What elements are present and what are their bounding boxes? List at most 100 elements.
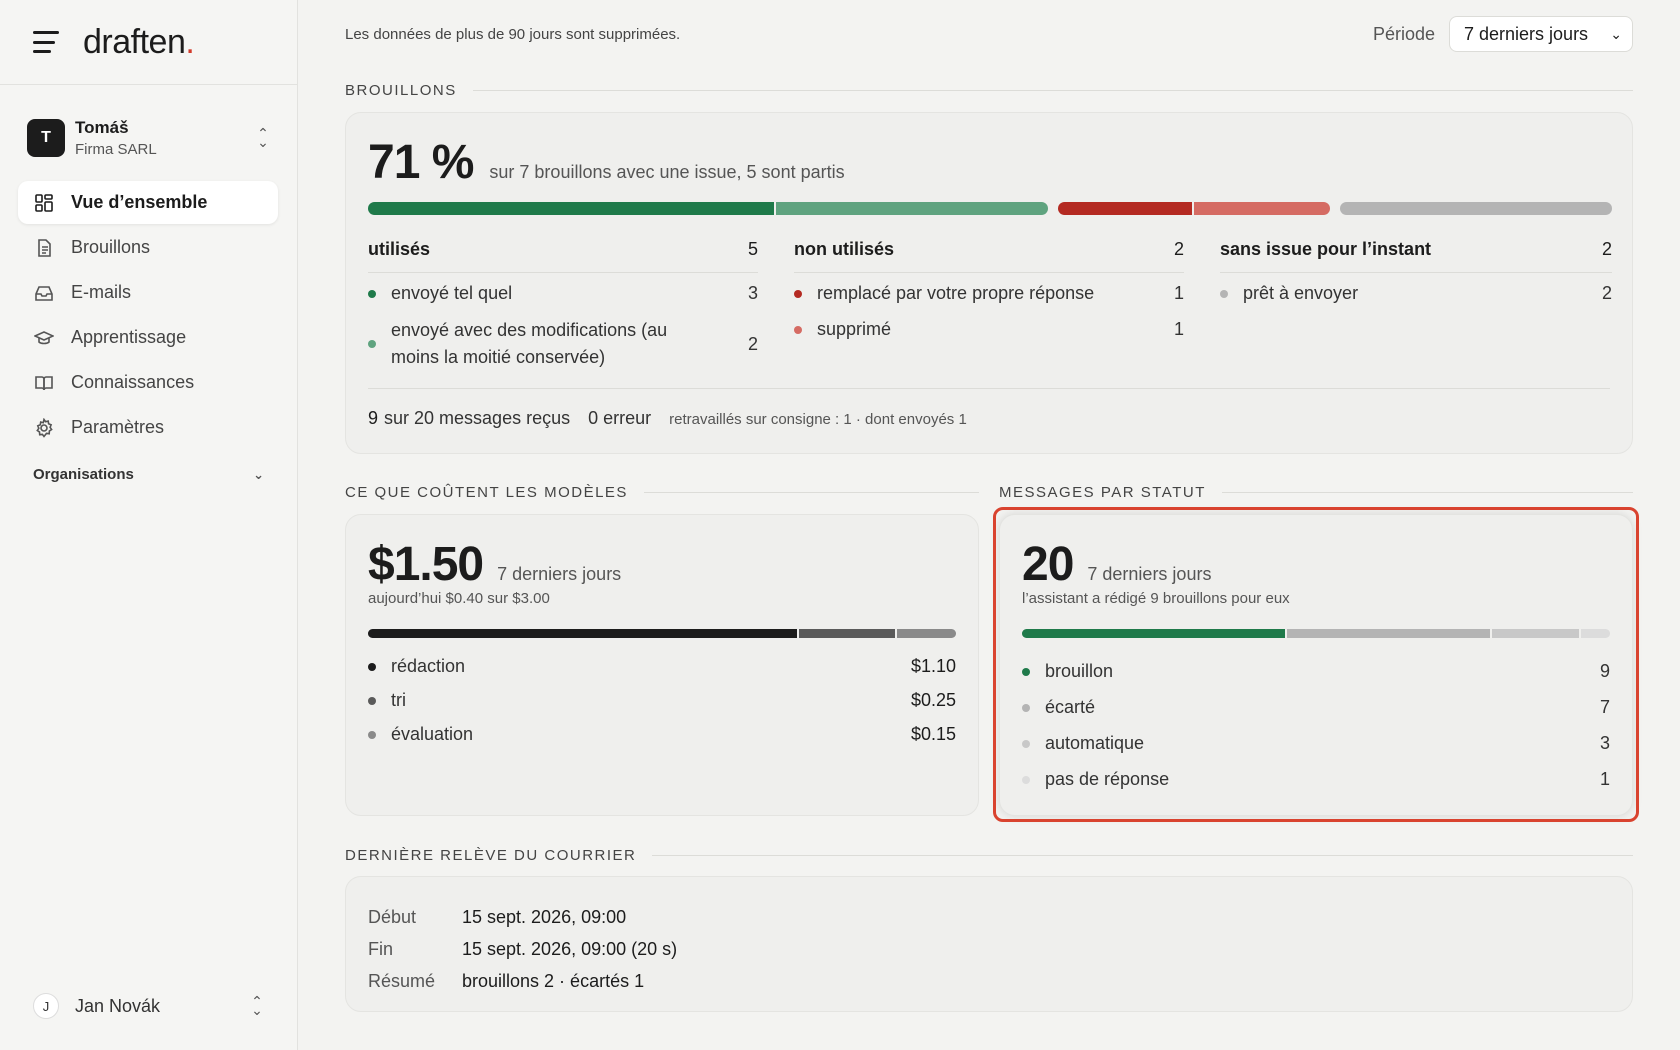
sidebar-item-label: Apprentissage bbox=[71, 327, 187, 347]
list-item: tri $0.25 bbox=[368, 690, 956, 711]
list-item: envoyé avec des modifications (au moins … bbox=[368, 317, 758, 371]
cost-dot bbox=[368, 662, 376, 671]
bar-segment-sent_modified bbox=[776, 202, 1048, 215]
section-title-text: BROUILLONS bbox=[345, 82, 457, 99]
detail-label: Début bbox=[368, 907, 417, 927]
logo[interactable]: draften. bbox=[83, 23, 208, 62]
section-title-text: CE QUE COÛTENT LES MODÈLES bbox=[345, 484, 628, 501]
list-item: écarté 7 bbox=[1022, 697, 1610, 718]
status-dot bbox=[1022, 739, 1030, 748]
list-item: remplacé par votre propre réponse 1 bbox=[794, 283, 1184, 304]
user-name: Jan Novák bbox=[75, 995, 161, 1016]
sidebar-item-label: Paramètres bbox=[71, 417, 165, 437]
costs-today: aujourd’hui $0.40 sur $3.00 bbox=[368, 590, 550, 607]
sidebar-item-emails[interactable]: E-mails bbox=[18, 271, 278, 314]
cost-dot bbox=[368, 730, 376, 739]
sidebar-item-knowledge[interactable]: Connaissances bbox=[18, 361, 278, 404]
detail-value: 15 sept. 2026, 09:00 bbox=[462, 907, 627, 927]
period-select-value: 7 derniers jours bbox=[1464, 23, 1589, 44]
brand-bar: draften. bbox=[0, 0, 297, 85]
sidebar-item-learning[interactable]: Apprentissage bbox=[18, 316, 278, 359]
list-item: envoyé tel quel 3 bbox=[368, 283, 758, 304]
drafts-summary: sur 7 brouillons avec une issue, 5 sont … bbox=[489, 162, 845, 182]
sidebar-item-label: E-mails bbox=[71, 282, 132, 302]
row-value: 9 bbox=[1599, 661, 1610, 681]
sidebar-item-settings[interactable]: Paramètres bbox=[18, 406, 278, 449]
status-breakdown-bar bbox=[1022, 629, 1610, 638]
retention-notice: Les données de plus de 90 jours sont sup… bbox=[345, 25, 681, 43]
sidebar-nav: Vue d’ensemble Brouillons E-mails Appren… bbox=[18, 181, 278, 451]
document-icon bbox=[33, 237, 55, 259]
used-title: utilisés bbox=[368, 239, 431, 259]
detail-label: Fin bbox=[368, 939, 394, 959]
period-select[interactable]: 7 derniers jours ⌄ bbox=[1449, 16, 1633, 52]
detail-label: Résumé bbox=[368, 971, 436, 991]
user-menu[interactable]: J Jan Novák ⌃ ⌄ bbox=[33, 993, 264, 1019]
pending-count: 2 bbox=[1601, 239, 1612, 259]
user-avatar: J bbox=[33, 993, 59, 1019]
account-switcher[interactable]: T Tomáš Firma SARL ⌃ ⌄ bbox=[27, 115, 270, 161]
list-item: brouillon 9 bbox=[1022, 661, 1610, 682]
row-value: $0.15 bbox=[910, 724, 956, 744]
list-item: automatique 3 bbox=[1022, 733, 1610, 754]
list-item: pas de réponse 1 bbox=[1022, 769, 1610, 790]
chevron-up-down-icon: ⌃ ⌄ bbox=[251, 993, 263, 1018]
detail-row: Résumé brouillons 2 · écartés 1 bbox=[368, 965, 677, 997]
chevron-down-icon: ⌄ bbox=[1610, 25, 1622, 42]
status-dot bbox=[794, 289, 802, 298]
menu-icon[interactable] bbox=[33, 31, 59, 53]
chevron-down-icon: ⌄ bbox=[253, 466, 264, 482]
gear-icon bbox=[33, 417, 55, 439]
last-fetch-card: Début 15 sept. 2026, 09:00 Fin 15 sept. 20… bbox=[345, 876, 1633, 1012]
grid-icon bbox=[33, 192, 55, 214]
account-org: Firma SARL bbox=[75, 141, 157, 158]
cost-dot bbox=[368, 696, 376, 705]
bar-segment-sent_as_is bbox=[368, 202, 774, 215]
status-dot bbox=[1220, 289, 1228, 298]
section-title-text: MESSAGES PAR STATUT bbox=[999, 484, 1206, 501]
unused-title: non utilisés bbox=[794, 239, 895, 259]
chevron-up-down-icon: ⌃ ⌄ bbox=[257, 125, 269, 150]
bar-segment-replaced bbox=[1058, 202, 1192, 215]
section-title-status: MESSAGES PAR STATUT bbox=[999, 484, 1633, 501]
row-value: 1 bbox=[1173, 319, 1184, 339]
received-text: sur 20 messages reçus bbox=[384, 408, 571, 428]
row-value: 7 bbox=[1599, 697, 1610, 717]
errors-count: 0 erreur bbox=[588, 408, 652, 428]
sidebar-item-label: Vue d’ensemble bbox=[71, 192, 208, 212]
row-label: évaluation bbox=[391, 724, 474, 744]
bar-segment bbox=[799, 629, 896, 638]
row-label: envoyé avec des modifications (au moins … bbox=[391, 320, 668, 367]
sidebar: draften. T Tomáš Firma SARL ⌃ ⌄ Vue d’ens… bbox=[0, 0, 298, 1050]
detail-value: 15 sept. 2026, 09:00 (20 s) bbox=[462, 939, 678, 959]
bar-segment bbox=[1022, 629, 1285, 638]
costs-card: $1.50 7 derniers jours aujourd’hui $0.40… bbox=[345, 514, 979, 816]
row-value: 1 bbox=[1599, 769, 1610, 789]
bar-segment bbox=[1286, 629, 1491, 638]
received-count: 9 bbox=[368, 408, 379, 428]
status-dot bbox=[1022, 775, 1030, 784]
status-card: 20 7 derniers jours l’assistant a rédigé… bbox=[999, 514, 1633, 816]
drafts-footer: 9 sur 20 messages reçus 0 erreur retrava… bbox=[368, 408, 967, 429]
sidebar-item-label: Connaissances bbox=[71, 372, 195, 392]
row-label: envoyé tel quel bbox=[391, 283, 513, 303]
sidebar-item-drafts[interactable]: Brouillons bbox=[18, 226, 278, 269]
list-item: supprimé 1 bbox=[794, 319, 1184, 340]
organizations-toggle[interactable]: Organisations ⌄ bbox=[33, 466, 264, 483]
sidebar-item-overview[interactable]: Vue d’ensemble bbox=[18, 181, 278, 224]
logo-text: draften bbox=[83, 22, 186, 61]
costs-breakdown-bar bbox=[368, 629, 956, 638]
section-title-drafts: BROUILLONS bbox=[345, 82, 1633, 99]
used-header: utilisés 5 bbox=[368, 239, 758, 273]
status-dot bbox=[368, 289, 376, 298]
detail-row: Début 15 sept. 2026, 09:00 bbox=[368, 901, 677, 933]
row-label: écarté bbox=[1045, 697, 1096, 717]
drafts-card: 71 % sur 7 brouillons avec une issue, 5 … bbox=[345, 112, 1633, 454]
bar-segment bbox=[897, 629, 956, 638]
status-total: 20 bbox=[1022, 538, 1074, 591]
detail-row: Fin 15 sept. 2026, 09:00 (20 s) bbox=[368, 933, 677, 965]
pending-header: sans issue pour l’instant 2 bbox=[1220, 239, 1612, 273]
status-dot bbox=[1022, 703, 1030, 712]
row-label: prêt à envoyer bbox=[1243, 283, 1359, 303]
row-value: $0.25 bbox=[910, 690, 956, 710]
